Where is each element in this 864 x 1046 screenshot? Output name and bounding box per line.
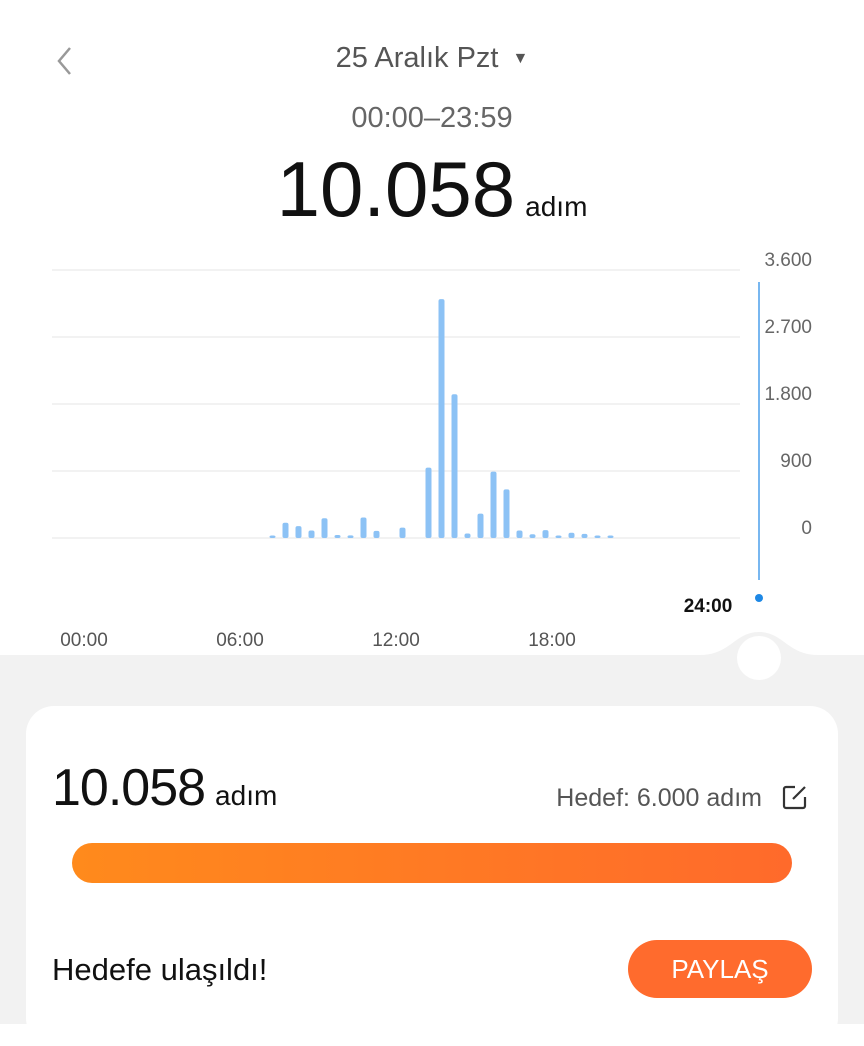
y-tick-label: 2.700 xyxy=(764,317,812,338)
total-steps-value: 10.058 xyxy=(276,145,516,233)
y-tick-label: 900 xyxy=(780,451,812,472)
x-tick-label: 00:00 xyxy=(60,630,108,651)
chart-bar[interactable] xyxy=(529,534,536,538)
chart-bar[interactable] xyxy=(542,530,549,538)
date-selector[interactable]: 25 Aralık Pzt ▼ xyxy=(0,42,864,75)
chart-bar[interactable] xyxy=(464,533,471,538)
chart-bar[interactable] xyxy=(269,535,276,539)
chart-bar[interactable] xyxy=(503,489,510,538)
y-tick-label: 3.600 xyxy=(764,250,812,271)
x-tick-label: 06:00 xyxy=(216,630,264,651)
chart-bar[interactable] xyxy=(425,467,432,538)
chart-bar[interactable] xyxy=(568,532,575,538)
goal-label: Hedef: 6.000 adım xyxy=(556,784,762,812)
goal-progress-bar xyxy=(72,843,792,883)
selected-time-label: 24:00 xyxy=(684,596,733,617)
chart-bar[interactable] xyxy=(555,535,562,539)
card-steps-value: 10.058 xyxy=(52,759,206,817)
total-steps-unit: adım xyxy=(525,191,588,222)
x-tick-label: 18:00 xyxy=(528,630,576,651)
chart-bar[interactable] xyxy=(321,518,328,538)
chart-bar[interactable] xyxy=(360,517,367,538)
selection-cursor-dot[interactable] xyxy=(755,594,763,602)
x-tick-label: 12:00 xyxy=(372,630,420,651)
chart-bar[interactable] xyxy=(451,394,458,538)
card-steps: 10.058 adım xyxy=(52,758,277,818)
chart-scrub-handle[interactable] xyxy=(700,620,818,680)
chart-bar[interactable] xyxy=(516,530,523,538)
chart-bar[interactable] xyxy=(438,299,445,538)
total-steps: 10.058 adım xyxy=(0,144,864,235)
chart-bar[interactable] xyxy=(282,522,289,538)
chart-bar[interactable] xyxy=(347,535,354,538)
back-arrow-icon[interactable] xyxy=(52,44,82,78)
time-range: 00:00–23:59 xyxy=(351,102,513,134)
chart-bar[interactable] xyxy=(399,527,406,538)
chart-bar[interactable] xyxy=(334,535,341,538)
chart-bar[interactable] xyxy=(581,533,588,538)
chart-bar[interactable] xyxy=(490,471,497,538)
y-tick-label: 0 xyxy=(801,518,812,539)
dropdown-caret-icon: ▼ xyxy=(512,50,529,68)
date-label: 25 Aralık Pzt xyxy=(335,42,499,74)
card-steps-unit: adım xyxy=(215,780,278,811)
chart-bar[interactable] xyxy=(477,513,484,538)
y-tick-label: 1.800 xyxy=(764,384,812,405)
chart-bar[interactable] xyxy=(594,535,601,539)
edit-goal-icon[interactable] xyxy=(780,782,810,812)
chart-bar[interactable] xyxy=(373,530,380,538)
chart-bar[interactable] xyxy=(308,530,315,538)
chart-bar[interactable] xyxy=(295,526,302,538)
chart-bar[interactable] xyxy=(607,535,614,539)
share-button[interactable]: PAYLAŞ xyxy=(628,940,812,998)
goal-status: Hedefe ulaşıldı! xyxy=(52,952,268,987)
steps-chart[interactable]: 3.600 2.700 1.800 900 0 00:00 06:00 12:00 18:00 2… xyxy=(0,240,864,660)
